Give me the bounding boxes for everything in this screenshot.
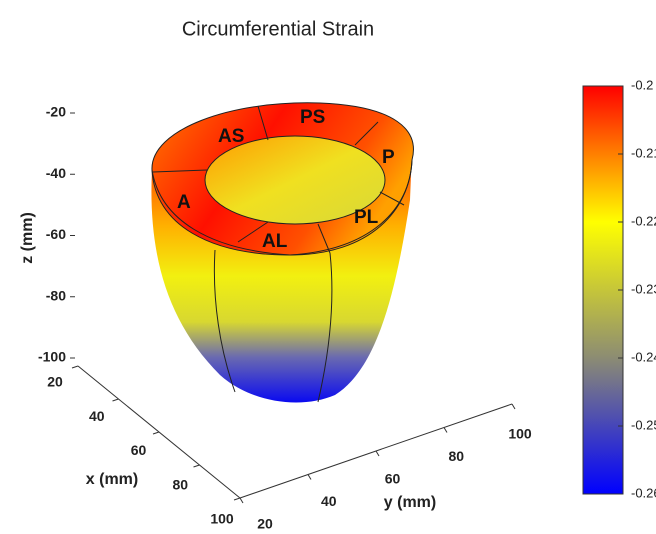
colorbar-tick-label: -0.23 [631,281,656,296]
x-tick-label: 60 [131,442,147,458]
y-tick [512,404,515,409]
segment-label: PS [300,107,325,128]
x-tick [72,366,78,368]
x-tick [194,465,200,467]
segment-label: PL [354,207,379,228]
colorbar-tick-label: -0.2 [631,77,653,92]
colorbar-tick-label: -0.24 [631,349,656,364]
x-axis-label: x (mm) [86,471,138,488]
z-tick-label: -80 [46,287,66,303]
y-tick-label: 100 [508,426,532,442]
x-tick-label: 20 [47,374,63,390]
x-tick [234,498,240,500]
segment-label: AS [218,126,244,147]
z-axis-label: z (mm) [19,212,36,264]
segment-label: A [177,192,191,213]
colorbar-tick-label: -0.25 [631,417,656,432]
colorbar-tick-label: -0.21 [631,145,656,160]
colorbar [583,86,623,494]
y-tick-label: 40 [321,493,337,509]
figure: Circumferential Strain AS PS P A AL PL z… [0,0,656,534]
x-tick [113,399,119,401]
y-tick-label: 80 [448,448,464,464]
segment-label: AL [262,231,288,252]
segment-label: P [382,147,395,168]
surface: AS PS P A AL PL [151,103,413,403]
colorbar-tick-label: -0.22 [631,213,656,228]
x-tick-label: 100 [210,511,234,527]
colorbar-tick-label: -0.26 [631,485,656,500]
y-tick [308,475,311,480]
z-tick-label: -20 [46,104,66,120]
z-tick-label: -60 [46,226,66,242]
y-tick [444,428,447,433]
z-tick-label: -100 [38,349,66,365]
z-tick-label: -40 [46,165,66,181]
y-tick-label: 60 [385,471,401,487]
y-tick-label: 20 [257,516,273,532]
chart-title: Circumferential Strain [182,18,374,40]
x-tick-label: 80 [172,476,188,492]
y-tick [376,451,379,456]
y-tick [240,498,243,503]
y-axis-label: y (mm) [384,494,436,511]
x-tick-label: 40 [89,408,105,424]
x-tick [153,432,159,434]
